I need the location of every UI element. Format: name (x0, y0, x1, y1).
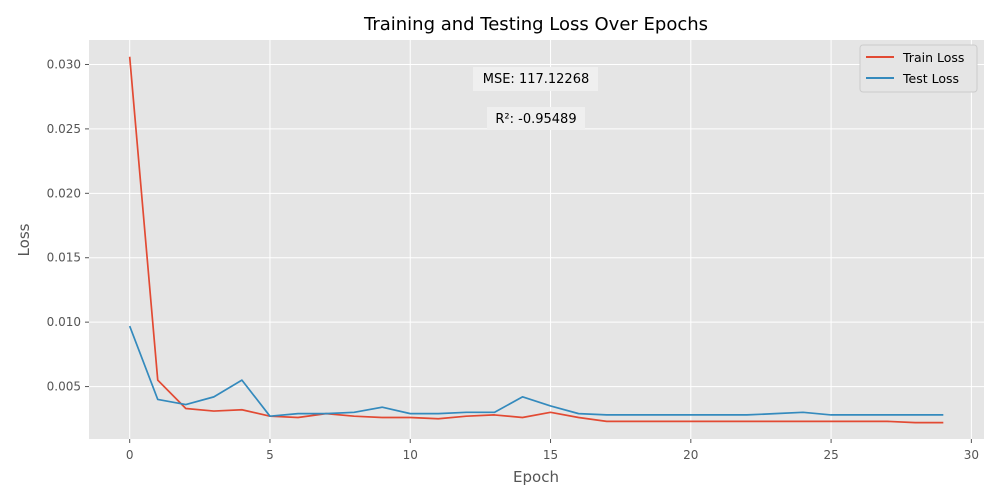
x-tick-label: 0 (126, 448, 134, 462)
series-line-test-loss (128, 325, 944, 418)
y-tick-label: 0.010 (47, 315, 81, 329)
y-tick-label: 0.015 (47, 251, 81, 265)
y-axis-title: Loss (15, 223, 33, 256)
x-tick-label: 10 (403, 448, 418, 462)
annotation-r2-text: R²: -0.95489 (495, 112, 576, 127)
legend: Train Loss Test Loss (859, 44, 978, 93)
y-tick-label: 0.025 (47, 122, 81, 136)
x-tick-label: 5 (266, 448, 274, 462)
legend-label-train: Train Loss (902, 50, 964, 65)
x-tick-label: 20 (683, 448, 698, 462)
legend-label-test: Test Loss (902, 71, 959, 86)
annotation-r2: R²: -0.95489 (487, 107, 585, 130)
x-axis-title: Epoch (513, 468, 559, 486)
x-tick-label: 25 (823, 448, 838, 462)
series-lines (128, 56, 944, 424)
x-tick-label: 30 (964, 448, 979, 462)
y-tick-label: 0.020 (47, 186, 81, 200)
annotation-mse-text: MSE: 117.12268 (483, 72, 590, 87)
y-tick-label: 0.030 (47, 57, 81, 71)
series-line-train-loss (128, 56, 944, 424)
chart-title: Training and Testing Loss Over Epochs (363, 14, 708, 35)
annotation-mse: MSE: 117.12268 (473, 67, 598, 91)
y-tick-label: 0.005 (47, 380, 81, 394)
grid (89, 40, 984, 439)
x-tick-label: 15 (543, 448, 558, 462)
axis-ticks: 0 5 10 15 20 25 30 0.005 0.010 0.015 0.020 0.025 0.0… (47, 57, 979, 462)
plot-background (89, 40, 984, 439)
